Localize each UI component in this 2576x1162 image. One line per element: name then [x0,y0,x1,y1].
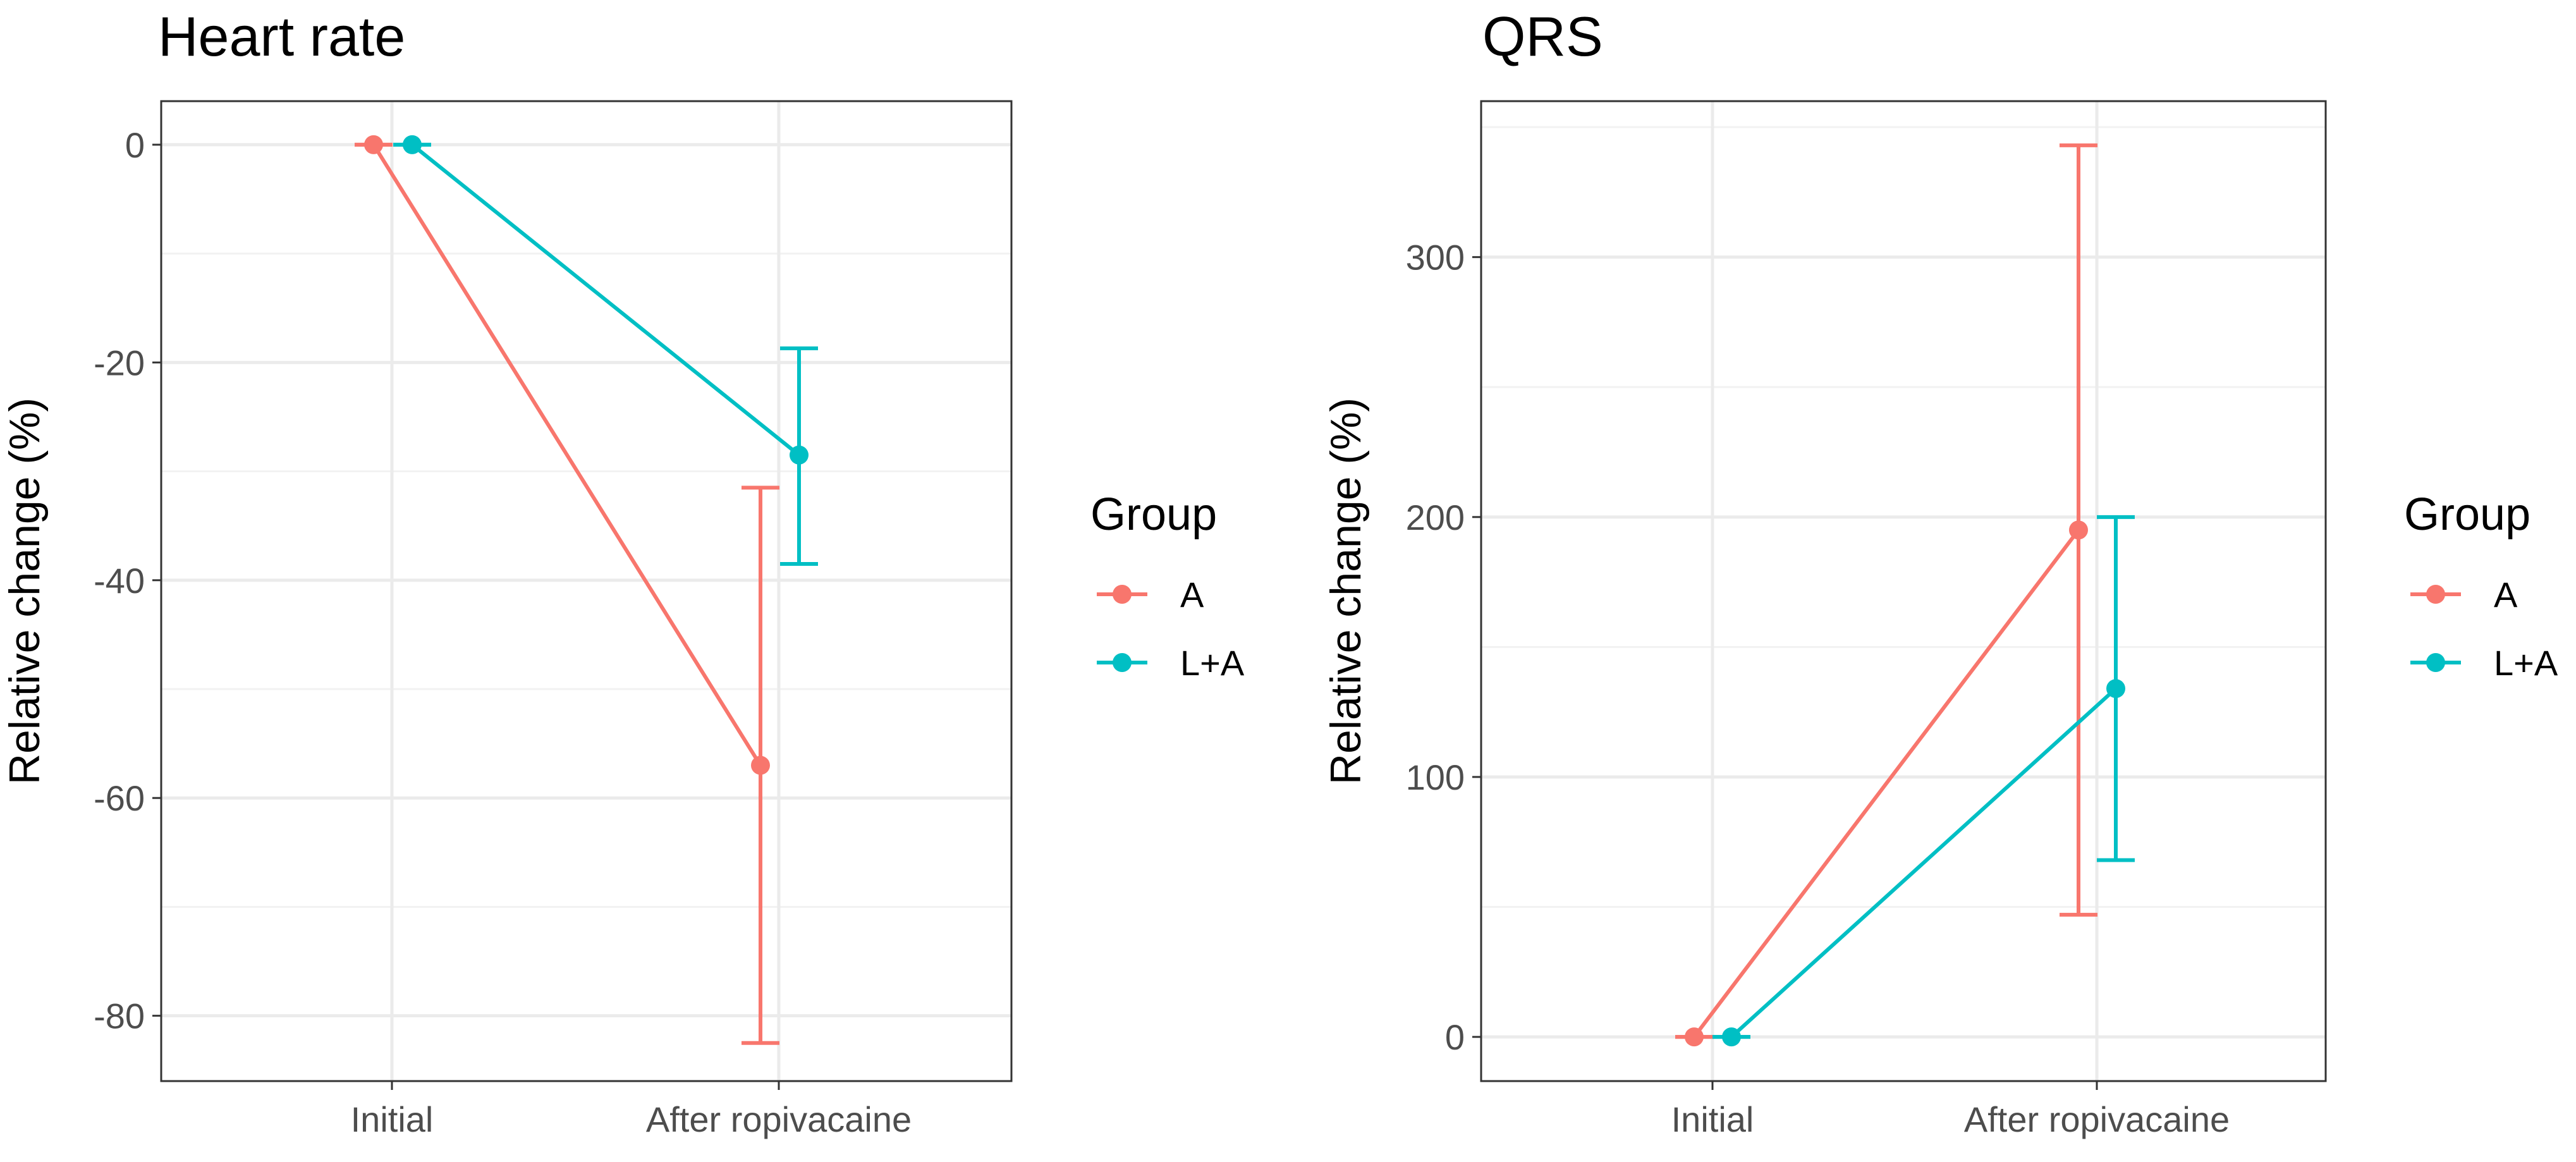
legend-key-point-A [2426,585,2445,604]
legend-label: A [2494,575,2518,615]
y-tick-label: 0 [1445,1017,1465,1057]
series-line-L+A [411,143,800,457]
plot-background [161,101,1011,1081]
y-tick-label: -60 [94,778,145,818]
y-tick-label: -80 [94,996,145,1036]
y-axis-title: Relative change (%) [1,398,49,785]
y-tick-label: 200 [1406,498,1465,537]
x-tick-label: After ropivacaine [646,1099,912,1139]
series-line-A [372,144,762,767]
data-point-L+A [2106,679,2125,699]
panel-border [1480,100,2327,1082]
data-point-A [364,135,383,154]
legend-title: Group [1090,489,1217,540]
data-point-A [1685,1027,1704,1047]
data-point-L+A [403,135,422,154]
y-tick-label: 100 [1406,757,1465,797]
panel-0: 0 -20 -40 -60 -80 Initial After ropivacaine Hea… [1,5,1245,1139]
panel-1: 0 100 200 300 Initial After ropivacaine QRS Rel… [1322,5,2558,1139]
legend-key-point-L+A [1113,653,1132,672]
series-line-A [1692,529,2080,1038]
legend-key-point-A [1113,585,1132,604]
y-tick-label: 300 [1406,238,1465,278]
series-line-L+A [1730,687,2118,1039]
plot-background [1481,101,2326,1081]
legend: Group A L+A [1090,489,1245,683]
legend-title: Group [2404,489,2530,540]
y-tick-label: -40 [94,561,145,601]
y-tick-label: -20 [94,343,145,382]
chart-title: QRS [1482,5,1603,68]
data-point-A [751,755,770,775]
data-point-L+A [790,445,809,465]
data-point-A [2069,520,2088,540]
legend-key-point-L+A [2426,653,2445,672]
x-tick-label: Initial [1671,1099,1754,1139]
y-axis-title: Relative change (%) [1322,398,1370,785]
legend-label: L+A [1180,643,1245,683]
chart-title: Heart rate [158,5,405,68]
x-tick-label: After ropivacaine [1964,1099,2230,1139]
y-tick-label: 0 [125,125,145,165]
legend-label: A [1180,575,1204,615]
x-tick-label: Initial [351,1099,434,1139]
panel-border [160,100,1013,1082]
legend-label: L+A [2494,643,2558,683]
data-point-L+A [1722,1027,1741,1047]
legend: Group A L+A [2404,489,2558,683]
